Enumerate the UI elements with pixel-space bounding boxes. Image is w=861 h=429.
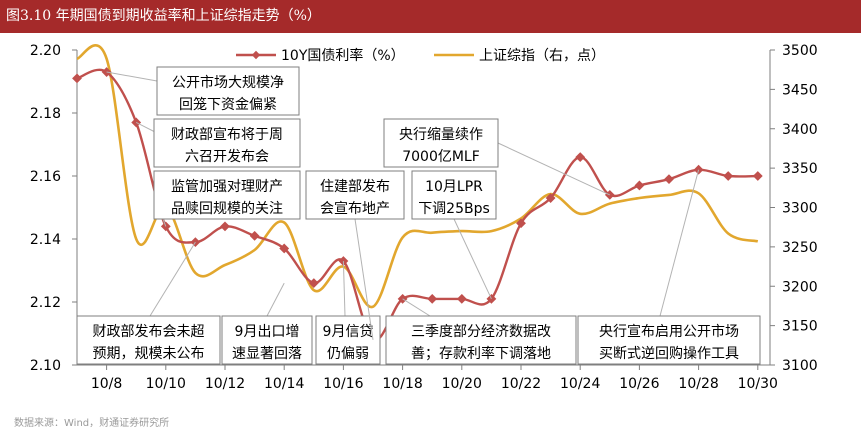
legend: 10Y国债利率（%） 上证综指（右，点）	[236, 47, 605, 64]
y-left-tick-label: 2.12	[30, 295, 61, 311]
annotation-leader	[402, 298, 431, 317]
y-right-tick-label: 3350	[782, 161, 818, 177]
annotation-box	[153, 118, 301, 168]
bond-point	[456, 293, 467, 304]
annotation-text: 下调25Bps	[418, 201, 490, 217]
annotation-leader	[453, 218, 492, 300]
annotation-box	[76, 315, 221, 365]
x-tick-label: 10/14	[264, 376, 304, 392]
x-tick-label: 10/28	[678, 376, 718, 392]
annotation-text: 财政部发布会未超	[93, 324, 205, 340]
annotation-box	[385, 315, 577, 365]
bond-point	[220, 221, 230, 232]
annotation-group: 公开市场大规模净回笼下资金偏紧财政部宣布将于周六召开发布会监管加强对理财产品赎回…	[76, 66, 761, 365]
bond-point	[397, 293, 408, 304]
annotation-text: 回笼下资金偏紧	[179, 96, 277, 113]
y-left-tick-label: 2.14	[30, 232, 61, 248]
bond-point	[723, 171, 734, 181]
annotation-text: 9月信贷	[323, 324, 374, 340]
x-tick-label: 10/24	[560, 376, 600, 392]
annotation-leader	[342, 261, 346, 317]
y-left-tick-label: 2.16	[30, 169, 61, 185]
y-right-tick-label: 3400	[782, 122, 818, 138]
chart-frame: 2.10 2.12 2.14 2.16 2.18 2.20 3100 3150 3200 3250…	[30, 43, 818, 392]
annotation-text: 仍偏弱	[327, 346, 369, 362]
y-right-tick-label: 3300	[782, 201, 818, 217]
bond-point	[545, 193, 556, 203]
y-right-tick-label: 3200	[782, 279, 818, 295]
annotation-box	[383, 118, 499, 168]
y-left-tick-label: 2.18	[30, 106, 61, 122]
legend-bond-label: 10Y国债利率（%）	[281, 47, 405, 64]
annotation-text: 财政部宣布将于周	[171, 127, 283, 143]
figure-title: 图3.10 年期国债到期收益率和上证综指走势（%）	[0, 0, 861, 33]
x-tick-label: 10/20	[442, 376, 482, 392]
x-tick-label: 10/10	[146, 376, 186, 392]
bond-point	[249, 230, 260, 241]
bond-point	[516, 218, 526, 229]
annotation-leader	[149, 241, 196, 317]
bond-point	[279, 243, 290, 254]
annotation-text: 买断式逆回购操作工具	[599, 346, 739, 362]
bond-point	[634, 180, 645, 191]
legend-index-label: 上证综指（右，点）	[479, 48, 605, 64]
annotation-leader	[266, 282, 285, 317]
legend-bond-marker	[251, 50, 261, 60]
bond-point	[308, 278, 319, 289]
y-right-tick-label: 3150	[782, 319, 818, 335]
annotation-box	[315, 315, 381, 365]
x-tick-label: 10/26	[619, 376, 659, 392]
y-left-tick-label: 2.20	[30, 43, 61, 59]
y-left-tick-label: 2.10	[30, 358, 61, 374]
annotation-box	[153, 170, 301, 220]
annotation-leader	[497, 142, 611, 196]
annotation-text: 7000亿MLF	[402, 149, 480, 165]
annotation-box	[156, 66, 300, 116]
annotation-box	[411, 170, 497, 220]
x-tick-label: 10/22	[501, 376, 541, 392]
annotation-leader	[354, 218, 374, 340]
annotation-box	[577, 315, 761, 365]
annotation-text: 公开市场大规模净	[172, 74, 284, 91]
bond-point	[664, 174, 674, 185]
x-tick-label: 10/8	[91, 376, 122, 392]
annotation-text: 六召开发布会	[185, 149, 269, 165]
x-tick-label: 10/18	[382, 376, 422, 392]
annotation-text: 央行宣布启用公开市场	[599, 323, 739, 340]
annotation-text: 三季度部分经济数据改	[411, 324, 551, 340]
bond-point	[72, 73, 82, 84]
source-note: 数据来源：Wind，财通证券研究所	[14, 418, 170, 429]
y-right-tick-label: 3450	[782, 82, 818, 98]
annotation-text: 住建部发布	[320, 179, 390, 195]
annotation-text: 速显著回落	[232, 346, 302, 362]
annotation-text: 央行缩量续作	[399, 126, 483, 143]
x-tick-label: 10/16	[323, 376, 363, 392]
annotation-box	[221, 315, 313, 365]
y-right-tick-label: 3100	[782, 358, 818, 374]
bond-point	[575, 152, 586, 163]
y-right-tick-label: 3500	[782, 43, 818, 59]
annotation-leader	[659, 169, 700, 317]
annotation-leader	[106, 71, 158, 82]
annotation-box	[305, 170, 405, 220]
annotation-text: 9月出口增	[235, 324, 300, 340]
annotation-text: 10月LPR	[425, 179, 483, 195]
annotation-text: 监管加强对理财产	[171, 179, 283, 195]
bond-point	[752, 171, 763, 181]
annotation-text: 品赎回规模的关注	[171, 200, 283, 217]
bond-point	[427, 293, 438, 304]
x-tick-label: 10/30	[738, 376, 778, 392]
y-right-tick-label: 3250	[782, 240, 818, 256]
annotation-text: 善；存款利率下调落地	[411, 345, 551, 362]
x-tick-label: 10/12	[205, 376, 245, 392]
annotation-text: 预期，规模未公布	[93, 346, 205, 362]
annotation-text: 会宣布地产	[320, 201, 390, 217]
chart: 2.10 2.12 2.14 2.16 2.18 2.20 3100 3150 3200 3250…	[30, 43, 818, 392]
